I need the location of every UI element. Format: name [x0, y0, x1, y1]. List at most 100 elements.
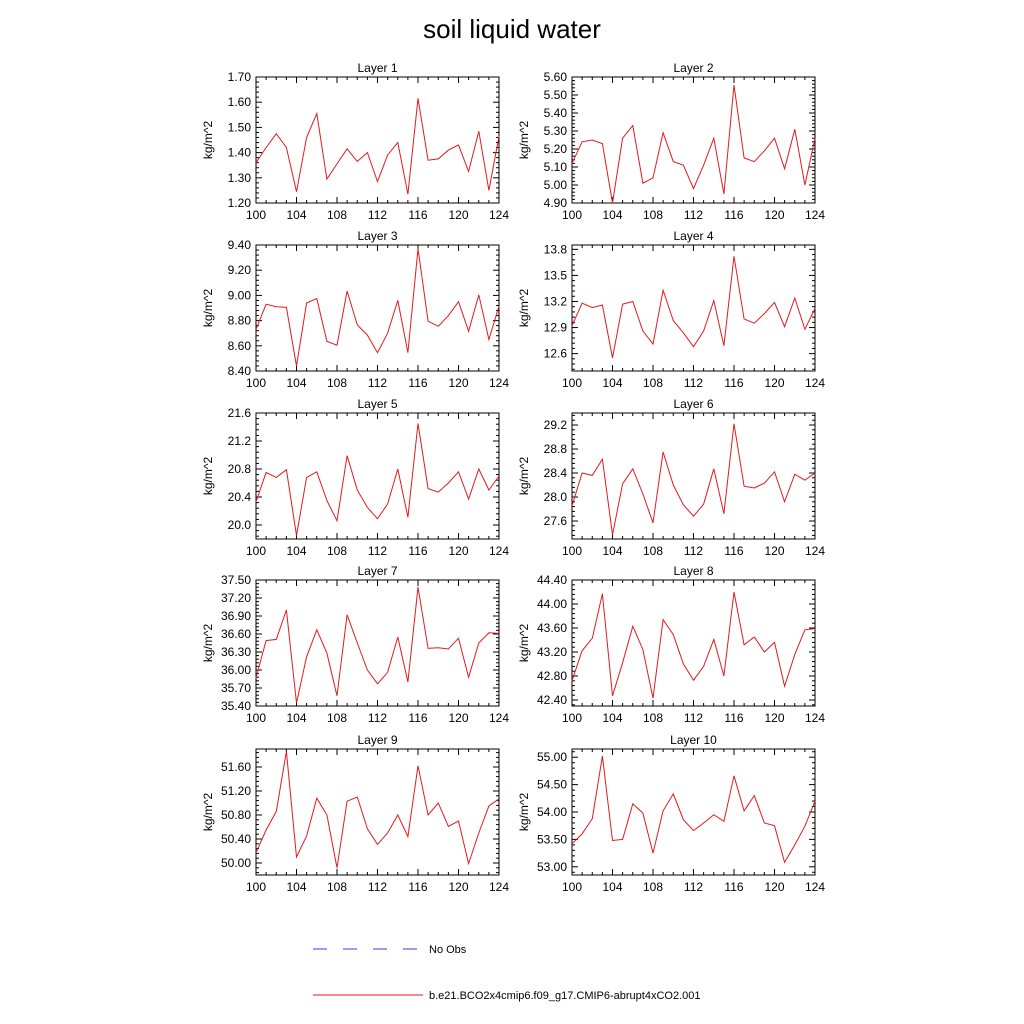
panel-title: Layer 6 [673, 397, 713, 411]
y-tick-label: 44.00 [537, 597, 567, 611]
y-tick-label: 44.40 [537, 573, 567, 587]
x-tick-label: 112 [684, 376, 703, 390]
series-line [255, 587, 500, 704]
y-tick-label: 9.20 [228, 263, 252, 277]
panel-layer-6: Layer 6 kg/m^2 100 104 108 112 116 120 124 27.6 28… [517, 397, 825, 558]
x-tick-label: 120 [764, 544, 784, 558]
x-tick-label: 108 [327, 208, 347, 222]
figure-title: soil liquid water [423, 14, 601, 44]
y-tick-label: 36.90 [221, 609, 251, 623]
x-tick-label: 104 [286, 544, 306, 558]
x-tick-label: 120 [764, 880, 784, 894]
x-tick-label: 100 [246, 544, 266, 558]
y-tick-label: 43.60 [537, 621, 567, 635]
y-tick-label: 51.20 [221, 784, 251, 798]
x-tick-label: 112 [368, 376, 387, 390]
y-tick-label: 5.00 [544, 178, 568, 192]
y-tick-label: 55.00 [537, 750, 567, 764]
y-tick-label: 9.00 [228, 288, 252, 302]
x-tick-label: 104 [286, 208, 306, 222]
x-tick-label: 124 [805, 880, 825, 894]
series-line [255, 98, 500, 195]
y-tick-label: 12.9 [544, 321, 568, 335]
y-tick-label: 20.8 [228, 462, 252, 476]
y-axis-label: kg/m^2 [201, 289, 215, 328]
x-tick-label: 124 [489, 880, 509, 894]
series-line [571, 256, 816, 359]
y-tick-label: 29.2 [544, 418, 568, 432]
y-axis-label: kg/m^2 [201, 793, 215, 832]
y-tick-label: 28.8 [544, 442, 568, 456]
x-tick-label: 120 [764, 376, 784, 390]
x-tick-label: 120 [448, 208, 468, 222]
x-tick-label: 124 [489, 208, 509, 222]
y-tick-label: 35.70 [221, 681, 251, 695]
x-tick-label: 108 [643, 208, 663, 222]
plot-frame [571, 748, 816, 876]
plot-frame [255, 76, 500, 204]
x-tick-label: 124 [805, 544, 825, 558]
y-tick-label: 37.50 [221, 573, 251, 587]
y-tick-label: 27.6 [544, 514, 568, 528]
x-tick-label: 112 [368, 711, 387, 725]
y-tick-label: 21.2 [228, 434, 252, 448]
panel-layer-5: Layer 5 kg/m^2 100 104 108 112 116 120 124 20.0 20… [201, 397, 509, 558]
y-tick-label: 53.00 [537, 860, 567, 874]
y-tick-label: 28.0 [544, 490, 568, 504]
x-tick-label: 100 [246, 376, 266, 390]
y-tick-label: 1.70 [228, 70, 252, 84]
y-tick-label: 12.6 [544, 347, 568, 361]
x-tick-label: 124 [489, 544, 509, 558]
panel-title: Layer 3 [357, 229, 397, 243]
x-tick-label: 112 [684, 208, 703, 222]
y-tick-label: 36.00 [221, 663, 251, 677]
panel-layer-10: Layer 10 kg/m^2 100 104 108 112 116 120 124 53.00… [517, 733, 825, 894]
y-tick-label: 1.20 [228, 196, 252, 210]
series-line [571, 591, 816, 699]
x-tick-label: 112 [368, 544, 387, 558]
x-tick-label: 104 [286, 376, 306, 390]
x-tick-label: 100 [246, 880, 266, 894]
x-tick-label: 124 [805, 376, 825, 390]
x-tick-label: 120 [764, 208, 784, 222]
x-tick-label: 100 [562, 544, 582, 558]
x-tick-label: 108 [643, 376, 663, 390]
x-tick-label: 104 [602, 711, 622, 725]
panel-title: Layer 4 [673, 229, 713, 243]
x-tick-label: 112 [684, 880, 703, 894]
x-tick-label: 124 [489, 711, 509, 725]
y-tick-label: 9.40 [228, 238, 252, 252]
plot-frame [571, 76, 816, 204]
x-tick-label: 108 [643, 711, 663, 725]
plot-frame [571, 244, 816, 372]
y-tick-label: 50.40 [221, 832, 251, 846]
y-axis-label: kg/m^2 [517, 121, 531, 160]
y-tick-label: 5.50 [544, 88, 568, 102]
x-tick-label: 116 [724, 208, 743, 222]
y-tick-label: 35.40 [221, 699, 251, 713]
x-tick-label: 116 [724, 376, 743, 390]
x-tick-label: 108 [643, 544, 663, 558]
y-tick-label: 42.40 [537, 693, 567, 707]
y-tick-label: 1.50 [228, 120, 252, 134]
plot-frame [571, 579, 816, 707]
x-tick-label: 104 [602, 376, 622, 390]
plot-frame [571, 412, 816, 540]
y-tick-label: 50.80 [221, 808, 251, 822]
x-tick-label: 120 [448, 880, 468, 894]
y-tick-label: 4.90 [544, 196, 568, 210]
x-tick-label: 124 [805, 208, 825, 222]
x-tick-label: 108 [643, 880, 663, 894]
y-tick-label: 8.60 [228, 339, 252, 353]
x-tick-label: 112 [368, 880, 387, 894]
y-tick-label: 36.60 [221, 627, 251, 641]
panels: Layer 1 kg/m^2 100 104 108 112 116 120 124 1.20 1.… [201, 61, 825, 894]
series-line [571, 85, 816, 204]
y-tick-label: 5.20 [544, 142, 568, 156]
series-line [571, 756, 816, 864]
y-tick-label: 5.30 [544, 124, 568, 138]
x-tick-label: 120 [448, 711, 468, 725]
panel-layer-1: Layer 1 kg/m^2 100 104 108 112 116 120 124 1.20 1.… [201, 61, 509, 222]
x-tick-label: 104 [602, 880, 622, 894]
legend-item-no-obs: No Obs [313, 944, 467, 956]
